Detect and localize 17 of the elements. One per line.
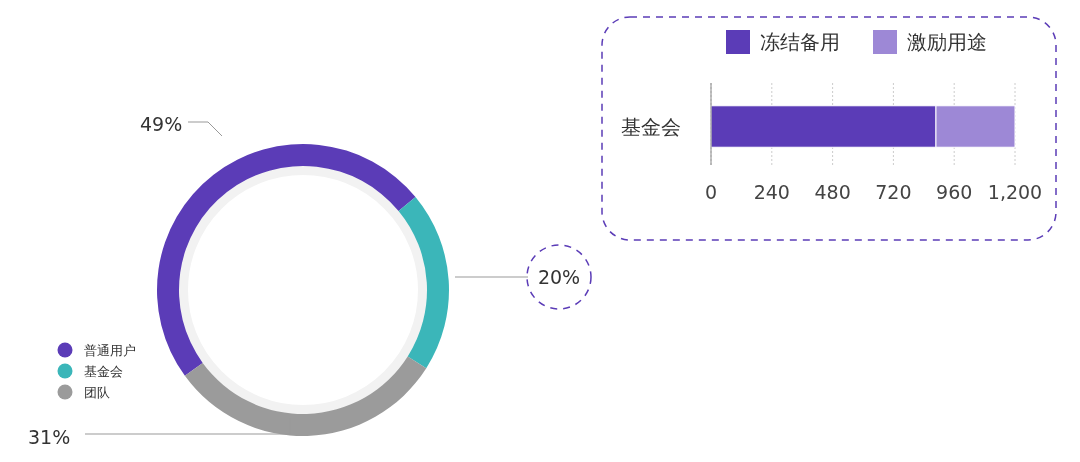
legend-label: 激励用途 [907,30,987,54]
legend-label: 基金会 [84,363,123,379]
x-tick-label: 0 [704,180,718,203]
donut-slice [157,144,416,376]
data-label: 20% [537,265,581,288]
legend-label: 团队 [84,384,110,400]
x-tick-label: 960 [936,180,973,203]
x-tick-label: 240 [753,180,790,203]
legend-label: 普通用户 [84,342,136,358]
data-label: 31% [28,425,71,448]
data-label: 49% [140,112,183,135]
x-tick-label: 480 [814,180,851,203]
x-tick-label: 720 [875,180,912,203]
donut-slice [398,196,449,369]
legend-label: 冻结备用 [760,30,840,54]
x-tick-label: 1,200 [987,180,1043,203]
donut-slice [184,356,427,436]
